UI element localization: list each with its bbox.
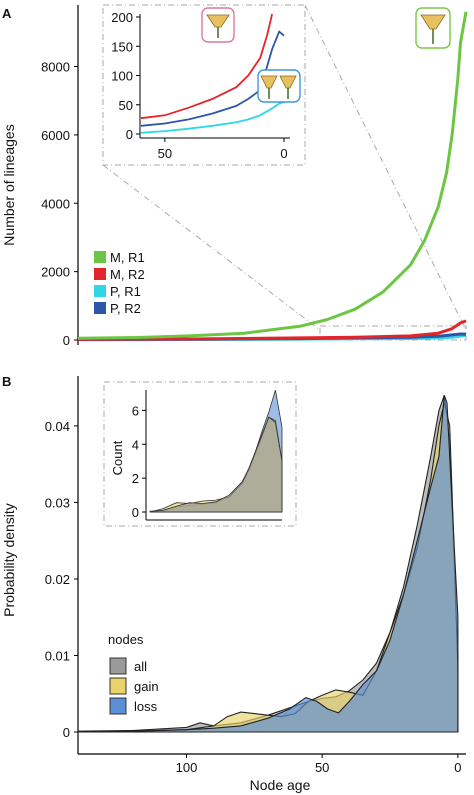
inset-line-p-r2: [140, 30, 285, 127]
zoom-guide-right: [304, 4, 467, 331]
single-flower-icon-green: [415, 7, 451, 49]
legend-b-label-loss: loss: [134, 699, 158, 714]
inset-b-y-axis-title: Count: [110, 440, 125, 475]
panel-a-y-tick-label: 6000: [41, 128, 70, 143]
legend-swatch-p-r2: [94, 302, 106, 314]
panel-a-y-tick-label: 4000: [41, 196, 70, 211]
panel-a-lines: [77, 11, 468, 342]
panel-b-x-axis-title: Node age: [250, 777, 311, 793]
inset-b-ticks: 0 2 4 6: [132, 403, 146, 520]
panel-a-y-tick-label: 0: [63, 333, 70, 348]
inset-line-p-r1: [140, 100, 285, 134]
inset-b-y-tick-label: 6: [132, 403, 139, 418]
line-series-m-r2: [77, 319, 467, 341]
panel-b-x-tick-label: 0: [454, 760, 461, 775]
inset-a-lines: [140, 13, 285, 134]
legend-label-p-r2: P, R2: [110, 301, 141, 316]
inset-a-x-tick-label: 50: [158, 146, 172, 161]
panel-b-y-tick-label: 0.01: [45, 648, 70, 663]
panel-b-y-tick-label: 0: [63, 725, 70, 740]
panel-b-x-tick-label: 100: [176, 760, 198, 775]
inset-a-ticks: 0 50 100 150 200 50 0: [111, 10, 287, 161]
legend-swatch-m-r2: [94, 268, 106, 280]
legend-b-title: nodes: [108, 632, 144, 647]
panel-a-y-ticks: 0 2000 4000 6000 8000: [41, 60, 78, 348]
panel-b-y-axis-title: Probability density: [1, 503, 17, 617]
paired-flowers-icon-blue: [257, 69, 301, 103]
legend-label-p-r1: P, R1: [110, 284, 141, 299]
panel-a-legend: M, R1 M, R2 P, R1 P, R2: [94, 250, 145, 316]
legend-swatch-p-r1: [94, 285, 106, 297]
single-flower-icon-red: [201, 7, 235, 43]
panel-b-x-tick-label: 50: [315, 760, 329, 775]
inset-b-y-tick-label: 2: [132, 471, 139, 486]
panel-b-letter: B: [2, 374, 11, 389]
inset-a-y-tick-label: 200: [111, 10, 133, 25]
legend-swatch-m-r1: [94, 251, 106, 263]
panel-a-letter: A: [2, 6, 12, 21]
inset-b-areas: [149, 389, 283, 513]
panel-a-y-tick-label: 8000: [41, 60, 70, 75]
inset-b-y-tick-label: 0: [132, 505, 139, 520]
density-area-loss: [77, 395, 459, 733]
panel-a-y-axis-title: Number of lineages: [1, 124, 17, 245]
inset-area-all: [149, 416, 283, 513]
legend-label-m-r1: M, R1: [110, 250, 145, 265]
legend-label-m-r2: M, R2: [110, 267, 145, 282]
panel-b-density-areas: [77, 395, 459, 733]
inset-a-y-tick-label: 100: [111, 69, 133, 84]
panel-b-y-tick-label: 0.03: [45, 495, 70, 510]
inset-b-y-tick-label: 4: [132, 437, 139, 452]
inset-a-x-tick-label: 0: [280, 146, 287, 161]
panel-b-y-tick-label: 0.02: [45, 572, 70, 587]
line-series-m-r1: [77, 11, 468, 340]
inset-line-m-r2: [140, 13, 273, 120]
inset-a-y-tick-label: 0: [126, 127, 133, 142]
legend-b-swatch-all: [109, 657, 127, 675]
inset-a-y-tick-label: 150: [111, 39, 133, 54]
panel-b-legend: nodes all gain loss: [108, 632, 159, 715]
panel-b-y-tick-label: 0.04: [45, 419, 70, 434]
panel-a-y-tick-label: 2000: [41, 265, 70, 280]
legend-b-label-gain: gain: [134, 679, 159, 694]
legend-b-swatch-gain: [109, 677, 127, 695]
legend-b-label-all: all: [134, 659, 147, 674]
panel-b-ticks: 0 0.01 0.02 0.03 0.04 100 50 0: [45, 419, 462, 775]
legend-b-swatch-loss: [109, 697, 127, 715]
inset-a-y-tick-label: 50: [119, 98, 133, 113]
